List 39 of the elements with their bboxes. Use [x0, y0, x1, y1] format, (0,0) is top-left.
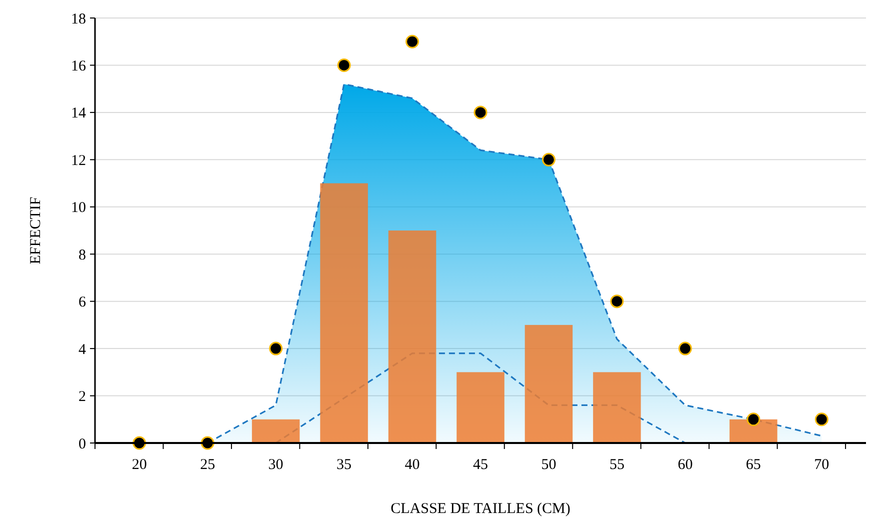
- point: [406, 34, 420, 48]
- x-tick-label: 60: [678, 457, 693, 473]
- x-tick-label: 20: [132, 457, 147, 473]
- x-tick-label: 50: [541, 457, 556, 473]
- bar: [252, 419, 300, 443]
- x-tick-label: 30: [268, 457, 284, 473]
- y-tick-label: 10: [71, 200, 86, 216]
- y-tick-label: 18: [71, 11, 86, 28]
- y-tick-label: 0: [78, 436, 86, 452]
- x-tick-label: 35: [336, 457, 352, 473]
- point: [814, 412, 828, 426]
- y-tick-label: 8: [78, 247, 86, 264]
- point: [269, 342, 283, 356]
- x-tick-label: 65: [746, 457, 761, 473]
- point: [542, 152, 556, 166]
- point: [746, 412, 760, 426]
- bar: [593, 372, 641, 443]
- x-tick-label: 55: [609, 457, 624, 473]
- bar: [388, 230, 436, 443]
- y-tick-label: 4: [78, 342, 86, 358]
- bar: [730, 419, 778, 443]
- y-tick-label: 14: [71, 106, 86, 122]
- x-tick-label: 25: [200, 457, 216, 473]
- point: [337, 58, 351, 72]
- y-tick-label: 16: [71, 58, 86, 74]
- x-tick-label: 40: [404, 457, 420, 473]
- y-tick-label: 2: [78, 389, 86, 406]
- x-axis-title: CLASSE DE TAILLES (CM): [390, 501, 570, 517]
- point: [610, 294, 624, 308]
- y-tick-label: 12: [71, 152, 86, 169]
- y-tick-label: 6: [78, 294, 86, 311]
- point: [474, 106, 488, 120]
- point: [678, 342, 692, 356]
- bar: [456, 372, 504, 443]
- x-tick-label: 45: [473, 457, 488, 473]
- bar: [524, 324, 573, 443]
- bar: [320, 183, 368, 443]
- x-tick-label: 70: [814, 457, 830, 473]
- y-axis-title: EFFECTIF: [28, 196, 44, 264]
